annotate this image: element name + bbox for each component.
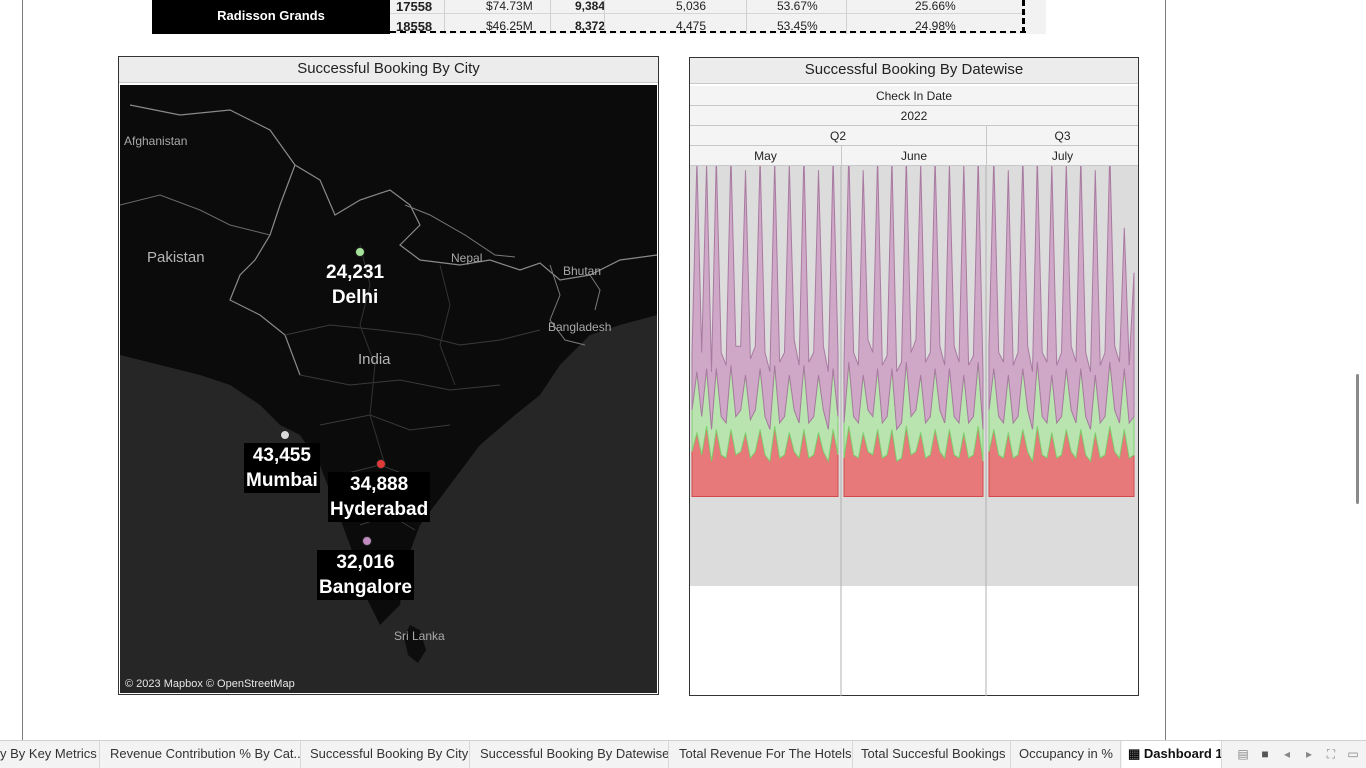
dashboard-right-border: [1165, 0, 1166, 740]
country-label-sri-lanka: Sri Lanka: [394, 629, 445, 643]
tab-occupancy[interactable]: Occupancy in %: [1013, 741, 1121, 768]
metric-cell: 4,475: [676, 19, 707, 33]
tab-booking-by-datewise[interactable]: Successful Booking By Datewise: [474, 741, 669, 768]
city-label-mumbai[interactable]: 43,455 Mumbai: [244, 443, 320, 493]
table-row[interactable]: 18558 $46.25M 8,372 4,475 53.45% 24.98%: [390, 17, 1026, 34]
column-divider: [846, 0, 847, 34]
property-id-cell: 17558: [396, 0, 433, 14]
city-name: Bangalore: [319, 577, 412, 598]
city-name: Hyderabad: [330, 499, 429, 520]
check-in-date-header[interactable]: Check In Date: [875, 89, 953, 103]
city-bookings-value: 32,016: [336, 552, 395, 573]
month-header-june[interactable]: June: [842, 146, 987, 166]
property-id-cell: 18558: [396, 19, 433, 34]
city-marker-delhi[interactable]: [355, 247, 365, 257]
revenue-cell: $74.73M: [486, 0, 533, 13]
vertical-scrollbar-thumb[interactable]: [1356, 374, 1359, 504]
map-title: Successful Booking By City: [119, 57, 658, 83]
country-label-pakistan: Pakistan: [147, 249, 205, 266]
dashboard-icon: ▦: [1128, 746, 1141, 761]
prev-icon[interactable]: ◂: [1283, 747, 1291, 761]
dashboard-left-border: [22, 0, 23, 740]
country-label-bhutan: Bhutan: [563, 264, 602, 278]
sheet-icon[interactable]: ■: [1261, 747, 1269, 761]
bookings-cell: 9,384: [575, 0, 606, 13]
header-field-row: Check In Date: [690, 86, 1138, 106]
city-label-delhi[interactable]: 24,231 Delhi: [324, 260, 386, 310]
city-bookings-value: 24,231: [326, 262, 385, 283]
percent-cell: 53.45%: [777, 19, 818, 33]
map-attribution[interactable]: © 2023 Mapbox © OpenStreetMap: [125, 678, 295, 690]
city-marker-bangalore[interactable]: [362, 536, 372, 546]
percent-cell: 53.67%: [777, 0, 818, 13]
metric-cell: 5,036: [676, 0, 707, 13]
india-map[interactable]: Afghanistan Pakistan Nepal Bhutan Bangla…: [120, 85, 657, 693]
quarter-header-q3[interactable]: Q3: [1054, 129, 1071, 143]
area-series-purple[interactable]: [843, 166, 984, 431]
city-label-hyderabad[interactable]: 34,888 Hyderabad: [328, 472, 431, 522]
sheet-tab-bar: y By Key Metrics Revenue Contribution % …: [0, 740, 1366, 768]
hotel-name-column: [152, 0, 390, 34]
grid-icon[interactable]: ▤: [1237, 747, 1249, 761]
selection-dashed-border: [390, 31, 1026, 33]
header-month-row: May June July: [690, 146, 1138, 166]
header-year-row: 2022: [690, 106, 1138, 126]
tab-dashboard-1[interactable]: ▦ Dashboard 1: [1122, 741, 1222, 768]
country-label-bangladesh: Bangladesh: [548, 320, 612, 334]
bookings-cell: 8,372: [575, 19, 606, 33]
column-divider: [746, 0, 747, 34]
year-header[interactable]: 2022: [900, 109, 928, 123]
tab-label: Dashboard 1: [1143, 746, 1222, 761]
percent-cell: 25.66%: [915, 0, 956, 13]
month-header-july[interactable]: July: [1051, 149, 1074, 163]
area-series-purple[interactable]: [691, 166, 839, 430]
city-bookings-value: 34,888: [350, 474, 409, 495]
hotel-name-cell[interactable]: Radisson Grands: [217, 8, 325, 23]
selection-dashed-border: [1022, 0, 1025, 33]
tab-total-bookings[interactable]: Total Succesful Bookings: [855, 741, 1011, 768]
datewise-title: Successful Booking By Datewise: [690, 58, 1138, 84]
tab-key-metrics[interactable]: y By Key Metrics: [0, 741, 100, 768]
booking-by-datewise-sheet[interactable]: Successful Booking By Datewise Check In …: [689, 57, 1139, 696]
map-basemap: [120, 85, 657, 693]
hotel-metrics-table: Radisson Grands 17558 $74.73M 9,384 5,03…: [152, 0, 1046, 34]
booking-by-city-sheet[interactable]: Successful Booking By City: [118, 56, 659, 695]
presentation-icon[interactable]: ▭: [1347, 747, 1359, 761]
tab-revenue-contribution[interactable]: Revenue Contribution % By Cat...: [104, 741, 301, 768]
tab-booking-by-city[interactable]: Successful Booking By City: [304, 741, 470, 768]
column-divider: [444, 0, 445, 34]
country-label-afghanistan: Afghanistan: [124, 134, 188, 148]
fullscreen-icon[interactable]: ⛶: [1326, 747, 1336, 761]
header-quarter-row: Q2 Q3: [690, 126, 1138, 146]
city-name: Delhi: [331, 287, 379, 308]
next-icon[interactable]: ▸: [1305, 747, 1313, 761]
stacked-area-chart[interactable]: [690, 166, 1138, 696]
area-series-purple[interactable]: [988, 166, 1135, 430]
column-divider: [550, 0, 551, 34]
country-label-nepal: Nepal: [451, 251, 483, 265]
table-row[interactable]: 17558 $74.73M 9,384 5,036 53.67% 25.66%: [390, 0, 1026, 14]
tab-total-revenue[interactable]: Total Revenue For The Hotels: [673, 741, 853, 768]
percent-cell: 24.98%: [915, 19, 956, 33]
month-header-may[interactable]: May: [690, 146, 842, 166]
city-marker-mumbai[interactable]: [280, 430, 290, 440]
city-marker-hyderabad[interactable]: [376, 459, 386, 469]
revenue-cell: $46.25M: [486, 19, 533, 33]
column-divider: [604, 0, 605, 34]
city-label-bangalore[interactable]: 32,016 Bangalore: [317, 550, 414, 600]
city-name: Mumbai: [246, 470, 318, 491]
city-bookings-value: 43,455: [252, 445, 311, 466]
quarter-header-q2[interactable]: Q2: [690, 126, 987, 146]
country-label-india: India: [358, 351, 391, 368]
